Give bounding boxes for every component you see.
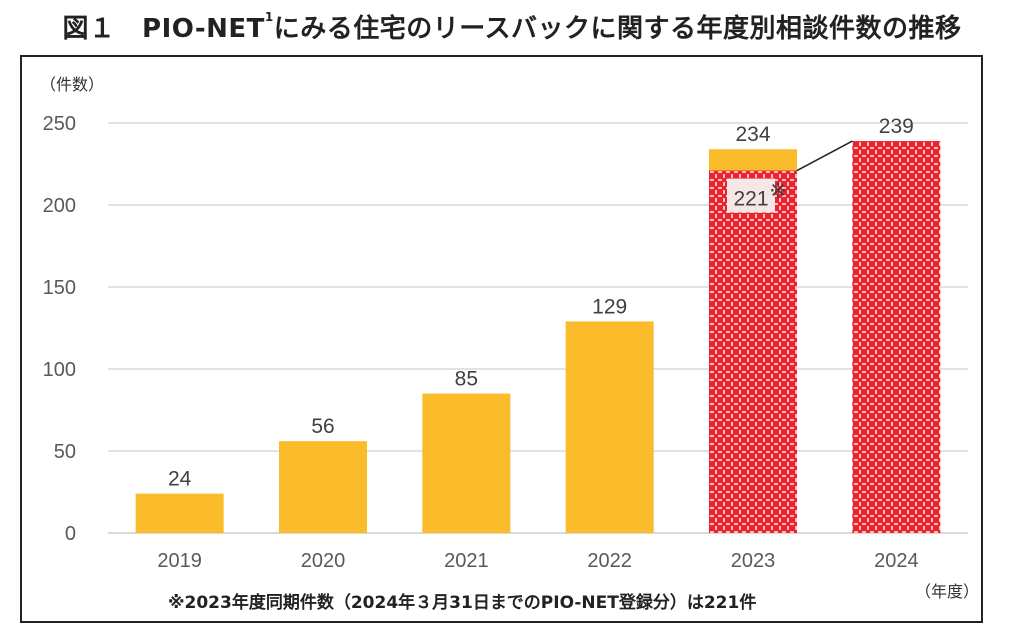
y-tick-label: 50 <box>54 441 76 463</box>
bar-2022 <box>565 321 654 533</box>
bar-2021 <box>422 393 511 533</box>
chart-frame <box>20 55 983 623</box>
y-tick-label: 200 <box>43 195 76 217</box>
data-label-2021: 85 <box>455 368 478 391</box>
data-label-2019: 24 <box>168 468 192 491</box>
bar-2020 <box>279 441 367 533</box>
y-tick-label: 150 <box>43 277 76 299</box>
bar-2024 <box>852 141 941 534</box>
y-tick-label: 250 <box>43 113 76 135</box>
x-axis-ticks: 2019 2020 2021 2022 2023 2024 <box>157 550 918 572</box>
x-axis-label: （年度） <box>915 582 979 601</box>
y-tick-label: 100 <box>43 359 76 381</box>
title-suffix: にみる住宅のリースバックに関する年度別相談件数の推移 <box>273 14 962 44</box>
x-tick-label: 2021 <box>444 550 489 572</box>
overlay-label-bg <box>727 178 775 213</box>
x-tick-label: 2020 <box>301 550 346 572</box>
chart-title: 図１ PIO-NET1にみる住宅のリースバックに関する年度別相談件数の推移 <box>0 8 1024 45</box>
x-tick-label: 2019 <box>157 550 202 572</box>
bar-2019 <box>135 493 224 533</box>
data-label-2020: 56 <box>311 415 334 438</box>
connector-line <box>796 140 853 172</box>
title-prefix: 図１ PIO-NET <box>62 14 265 44</box>
overlay-data-label: 221 <box>733 188 768 211</box>
data-label-2023: 234 <box>735 123 770 146</box>
y-tick-label: 0 <box>65 523 76 545</box>
overlay-bar-2023 <box>709 170 797 533</box>
gridlines <box>108 122 968 534</box>
data-label-2022: 129 <box>592 295 627 318</box>
footnote: ※2023年度同期件数（2024年３月31日までのPIO-NET登録分）は221… <box>168 592 756 613</box>
x-tick-label: 2022 <box>587 550 632 572</box>
y-axis-ticks: 0 50 100 150 200 250 <box>43 113 76 545</box>
x-tick-label: 2023 <box>731 550 776 572</box>
data-label-2024: 239 <box>879 115 914 138</box>
overlay-marker: ※ <box>769 180 787 203</box>
y-axis-label: （件数） <box>40 75 104 94</box>
bars <box>135 141 941 534</box>
data-labels: 24 56 85 129 234 239 221 ※ <box>168 115 914 491</box>
x-tick-label: 2024 <box>874 550 919 572</box>
title-footnote-marker: 1 <box>264 10 274 24</box>
